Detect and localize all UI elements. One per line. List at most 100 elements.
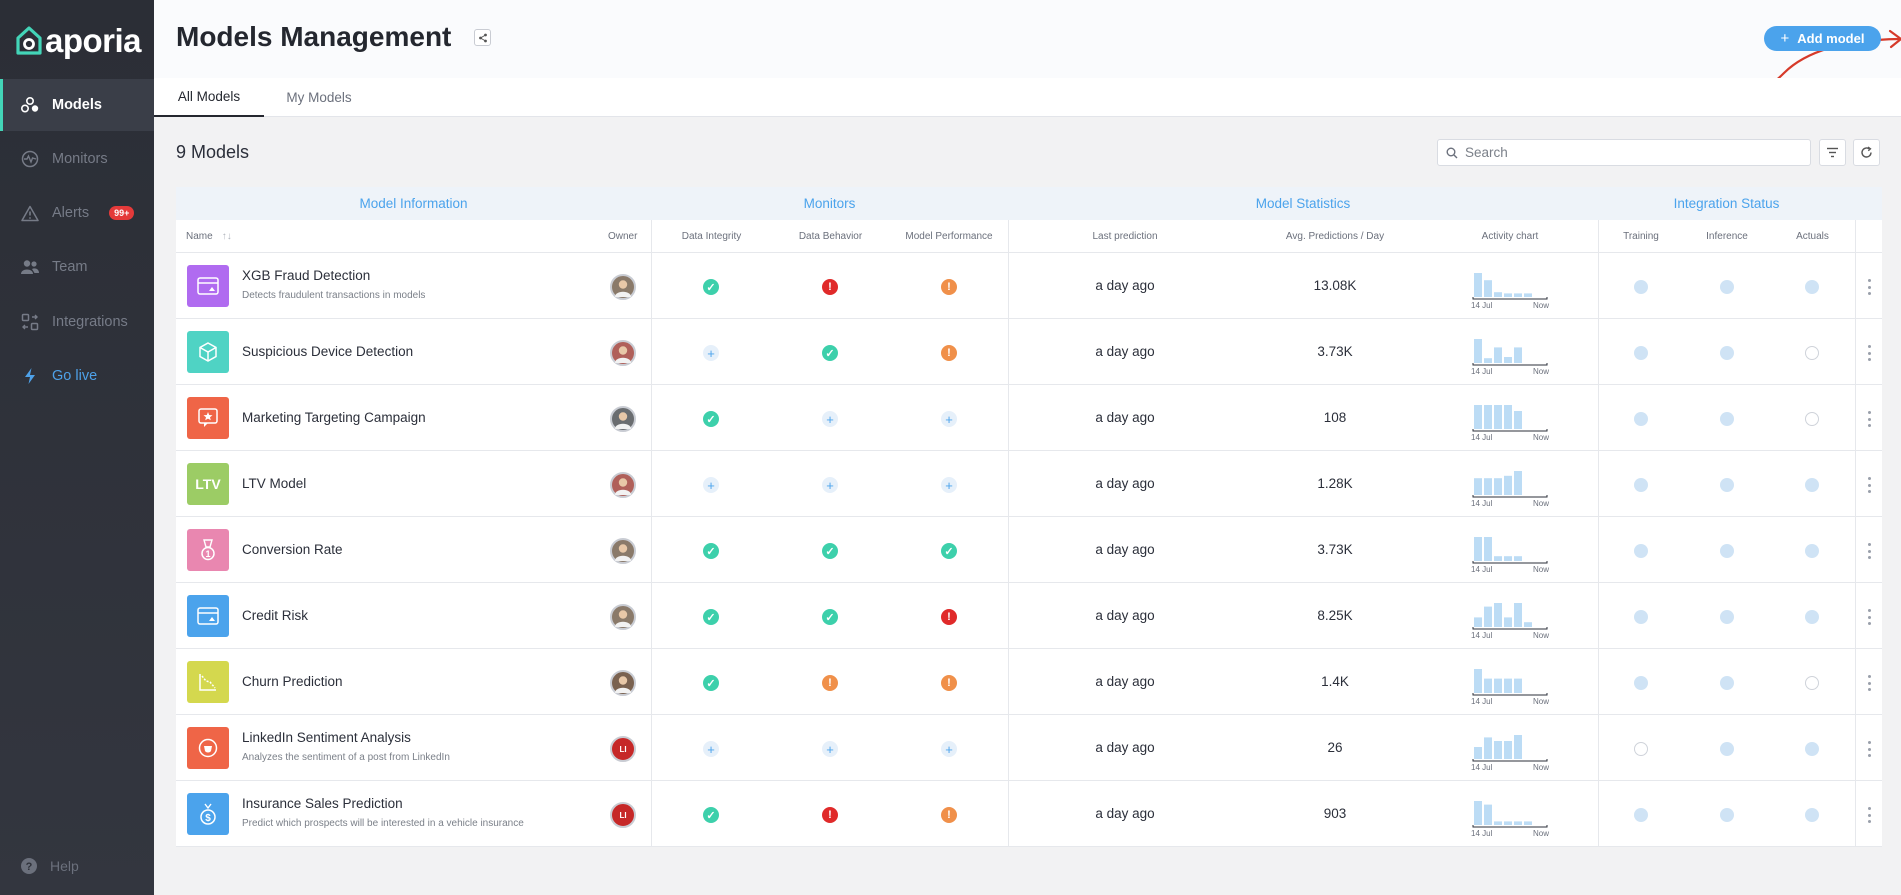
sidebar-item-monitors[interactable]: Monitors: [0, 133, 154, 185]
training-status-indicator[interactable]: [1634, 346, 1648, 360]
table-row[interactable]: $ Insurance Sales Prediction Predict which…: [176, 781, 1882, 847]
owner-avatar[interactable]: [610, 406, 636, 432]
owner-avatar[interactable]: LI: [610, 736, 636, 762]
table-row[interactable]: Credit Risk ✓ ✓! a day ago 8.25K 14 Jul Now: [176, 583, 1882, 649]
data-integrity-ok-icon[interactable]: ✓: [703, 279, 719, 295]
training-status-indicator[interactable]: [1634, 478, 1648, 492]
actuals-status-indicator[interactable]: [1805, 412, 1819, 426]
data-behavior-err-icon[interactable]: !: [822, 279, 838, 295]
model-performance-warn-icon[interactable]: !: [941, 807, 957, 823]
actuals-status-indicator[interactable]: [1805, 280, 1819, 294]
inference-status-indicator[interactable]: [1720, 742, 1734, 756]
data-integrity-ok-icon[interactable]: ✓: [703, 543, 719, 559]
model-name[interactable]: LTV Model: [242, 476, 307, 491]
table-row[interactable]: Marketing Targeting Campaign ✓ + + a day ago…: [176, 385, 1882, 451]
row-menu-icon[interactable]: [1864, 541, 1874, 561]
model-name[interactable]: Insurance Sales Prediction: [242, 796, 403, 811]
model-performance-warn-icon[interactable]: !: [941, 345, 957, 361]
model-name[interactable]: XGB Fraud Detection: [242, 268, 371, 283]
model-name[interactable]: LinkedIn Sentiment Analysis: [242, 730, 411, 745]
table-row[interactable]: LTV LTV Model + + + a day ago 1.28K 14 Jul Now: [176, 451, 1882, 517]
actuals-status-indicator[interactable]: [1805, 544, 1819, 558]
refresh-button[interactable]: [1853, 139, 1880, 166]
owner-avatar[interactable]: [610, 472, 636, 498]
data-behavior-ok-icon[interactable]: ✓: [822, 345, 838, 361]
data-behavior-warn-icon[interactable]: !: [822, 675, 838, 691]
inference-status-indicator[interactable]: [1720, 412, 1734, 426]
training-status-indicator[interactable]: [1634, 808, 1648, 822]
data-integrity-add-icon[interactable]: +: [703, 477, 719, 493]
row-menu-icon[interactable]: [1864, 673, 1874, 693]
sidebar-item-team[interactable]: Team: [0, 241, 154, 293]
owner-avatar[interactable]: [610, 604, 636, 630]
tab-all-models[interactable]: All Models: [154, 78, 264, 117]
column-name-header[interactable]: Name ↑↓: [186, 220, 232, 253]
model-name[interactable]: Marketing Targeting Campaign: [242, 410, 426, 425]
inference-status-indicator[interactable]: [1720, 676, 1734, 690]
model-performance-add-icon[interactable]: +: [941, 477, 957, 493]
owner-avatar[interactable]: [610, 340, 636, 366]
model-name[interactable]: Conversion Rate: [242, 542, 343, 557]
data-integrity-ok-icon[interactable]: ✓: [703, 807, 719, 823]
owner-avatar[interactable]: [610, 538, 636, 564]
data-integrity-add-icon[interactable]: +: [703, 345, 719, 361]
actuals-status-indicator[interactable]: [1805, 808, 1819, 822]
sidebar-item-models[interactable]: Models: [0, 79, 154, 131]
share-button[interactable]: [474, 29, 491, 46]
inference-status-indicator[interactable]: [1720, 280, 1734, 294]
actuals-status-indicator[interactable]: [1805, 478, 1819, 492]
model-performance-add-icon[interactable]: +: [941, 411, 957, 427]
sidebar-item-integrations[interactable]: Integrations: [0, 296, 154, 348]
model-name[interactable]: Churn Prediction: [242, 674, 343, 689]
actuals-status-indicator[interactable]: [1805, 346, 1819, 360]
row-menu-icon[interactable]: [1864, 277, 1874, 297]
training-status-indicator[interactable]: [1634, 544, 1648, 558]
search-input[interactable]: [1465, 145, 1795, 160]
data-integrity-ok-icon[interactable]: ✓: [703, 411, 719, 427]
training-status-indicator[interactable]: [1634, 412, 1648, 426]
row-menu-icon[interactable]: [1864, 343, 1874, 363]
model-performance-ok-icon[interactable]: ✓: [941, 543, 957, 559]
aporia-logo[interactable]: aporia: [16, 22, 142, 60]
inference-status-indicator[interactable]: [1720, 346, 1734, 360]
row-menu-icon[interactable]: [1864, 739, 1874, 759]
tab-my-models[interactable]: My Models: [286, 90, 352, 105]
add-model-button[interactable]: + Add model: [1764, 26, 1881, 51]
inference-status-indicator[interactable]: [1720, 808, 1734, 822]
sidebar-item-go-live[interactable]: Go live: [0, 350, 154, 402]
actuals-status-indicator[interactable]: [1805, 742, 1819, 756]
training-status-indicator[interactable]: [1634, 742, 1648, 756]
data-behavior-add-icon[interactable]: +: [822, 411, 838, 427]
training-status-indicator[interactable]: [1634, 280, 1648, 294]
actuals-status-indicator[interactable]: [1805, 676, 1819, 690]
data-behavior-ok-icon[interactable]: ✓: [822, 609, 838, 625]
owner-avatar[interactable]: LI: [610, 802, 636, 828]
data-behavior-ok-icon[interactable]: ✓: [822, 543, 838, 559]
row-menu-icon[interactable]: [1864, 475, 1874, 495]
sidebar-item-alerts[interactable]: Alerts 99+: [0, 187, 154, 239]
filter-button[interactable]: [1819, 139, 1846, 166]
model-performance-warn-icon[interactable]: !: [941, 675, 957, 691]
model-performance-warn-icon[interactable]: !: [941, 279, 957, 295]
search-box[interactable]: [1437, 139, 1811, 166]
data-behavior-add-icon[interactable]: +: [822, 741, 838, 757]
training-status-indicator[interactable]: [1634, 676, 1648, 690]
sort-icon[interactable]: ↑↓: [221, 231, 232, 242]
data-integrity-add-icon[interactable]: +: [703, 741, 719, 757]
table-row[interactable]: 1 Conversion Rate ✓ ✓ ✓ a day ago 3.73K 14 Jul N…: [176, 517, 1882, 583]
model-performance-err-icon[interactable]: !: [941, 609, 957, 625]
model-performance-add-icon[interactable]: +: [941, 741, 957, 757]
table-row[interactable]: XGB Fraud Detection Detects fraudulent tr…: [176, 253, 1882, 319]
owner-avatar[interactable]: [610, 670, 636, 696]
row-menu-icon[interactable]: [1864, 607, 1874, 627]
table-row[interactable]: LinkedIn Sentiment Analysis Analyzes the …: [176, 715, 1882, 781]
row-menu-icon[interactable]: [1864, 805, 1874, 825]
actuals-status-indicator[interactable]: [1805, 610, 1819, 624]
model-name[interactable]: Suspicious Device Detection: [242, 344, 414, 359]
model-name[interactable]: Credit Risk: [242, 608, 309, 623]
owner-avatar[interactable]: [610, 274, 636, 300]
inference-status-indicator[interactable]: [1720, 478, 1734, 492]
row-menu-icon[interactable]: [1864, 409, 1874, 429]
data-integrity-ok-icon[interactable]: ✓: [703, 609, 719, 625]
data-behavior-err-icon[interactable]: !: [822, 807, 838, 823]
